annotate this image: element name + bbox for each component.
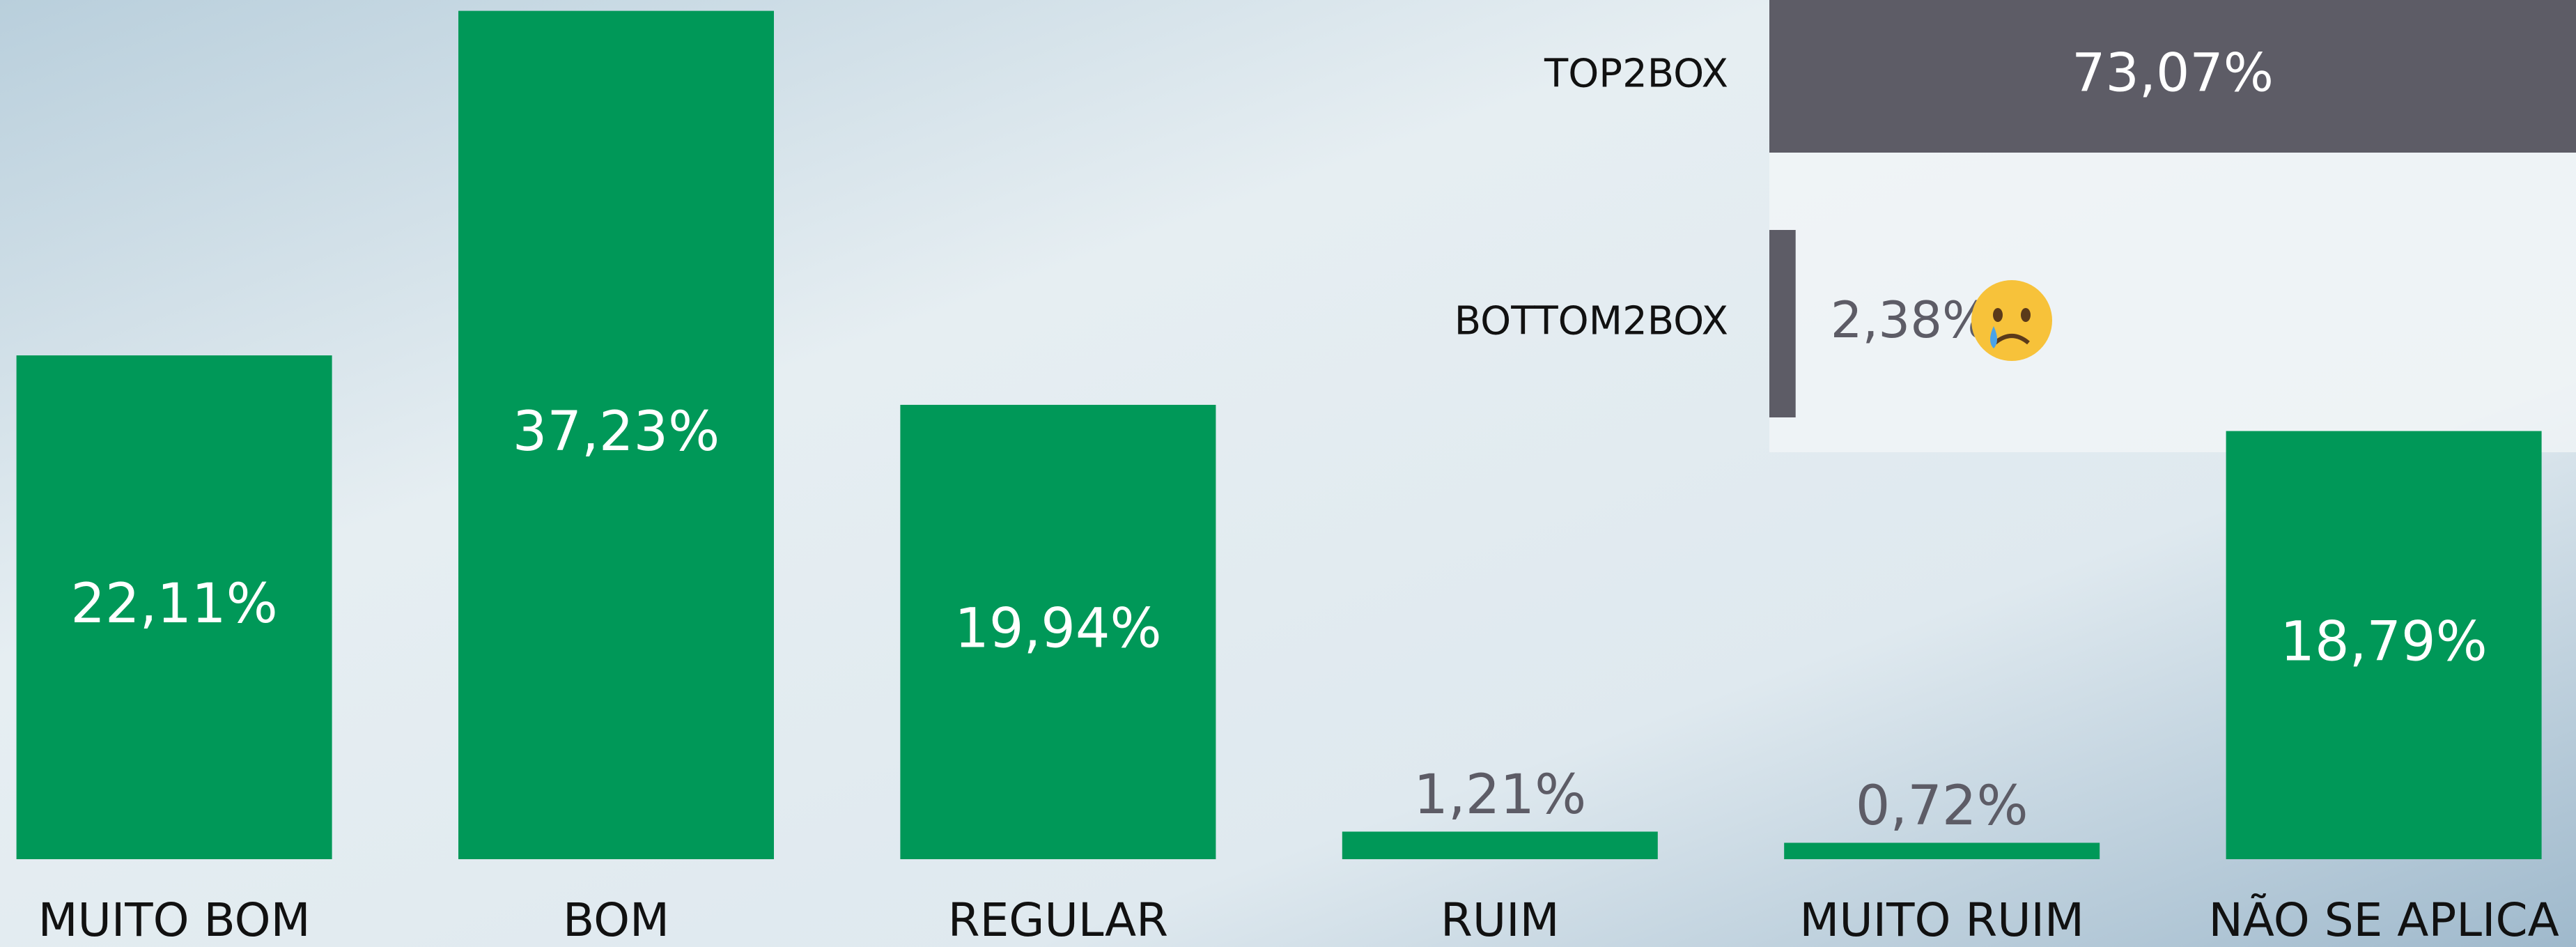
value-label: 1,21% — [1413, 764, 1586, 826]
x-tick-label: RUIM — [1441, 893, 1560, 947]
chart: 22,11% MUITO BOM 37,23% BOM 19,94% REGULAR 1,2… — [0, 0, 2576, 947]
bar — [1769, 230, 1796, 417]
bar — [1784, 842, 2100, 859]
value-label: 37,23% — [513, 401, 720, 463]
value-label: 73,07% — [2072, 41, 2274, 103]
bar — [1342, 831, 1658, 859]
y-tick-label: BOTTOM2BOX — [1454, 299, 1728, 344]
x-tick-label: BOM — [563, 893, 669, 947]
value-label: 18,79% — [2280, 610, 2487, 673]
x-tick-label: MUITO BOM — [38, 893, 311, 947]
sad-emoji — [1971, 280, 2052, 361]
value-label: 19,94% — [954, 597, 1161, 660]
x-tick-label: REGULAR — [948, 893, 1168, 947]
page: {"chart_data": [ {"type": "bar", "orient… — [0, 0, 2576, 947]
value-label: 22,11% — [70, 573, 277, 636]
y-tick-label: TOP2BOX — [1544, 52, 1728, 97]
value-label: 0,72% — [1856, 775, 2028, 838]
value-label: 2,38% — [1831, 291, 1990, 349]
x-tick-label: MUITO RUIM — [1799, 893, 2084, 947]
x-tick-label: NÃO SE APLICA — [2208, 893, 2559, 947]
